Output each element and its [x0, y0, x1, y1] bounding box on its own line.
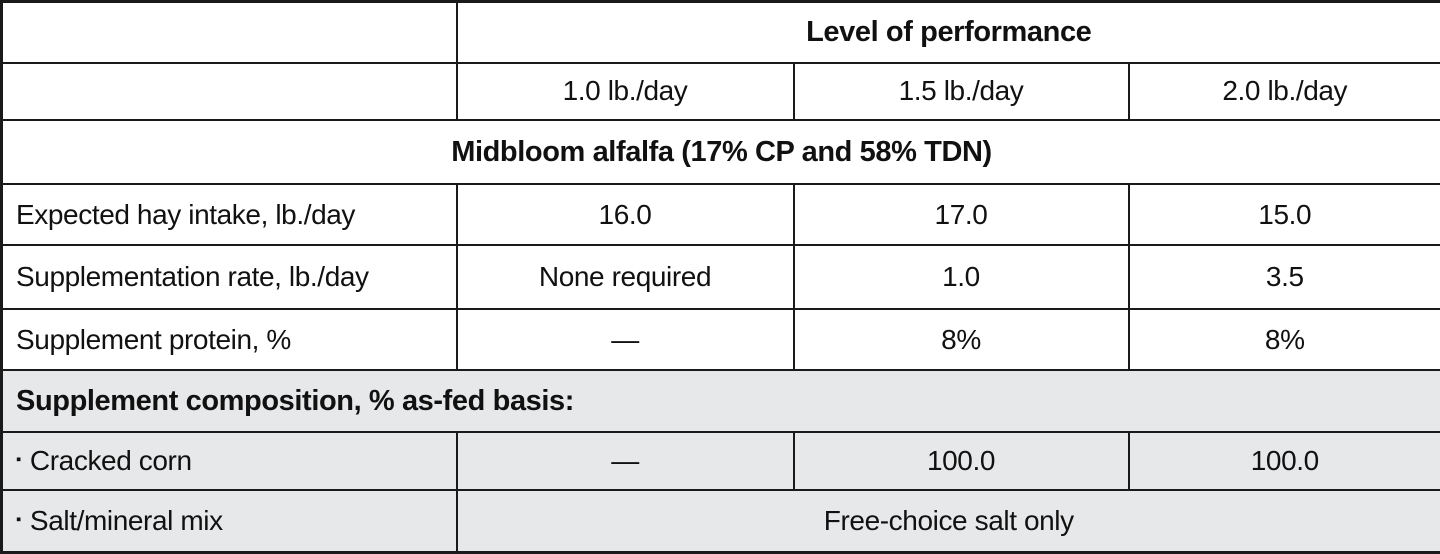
row-label-text: Salt/mineral mix	[29, 505, 223, 537]
row-label: Supplementation rate, lb./day	[0, 243, 458, 311]
row-label: Supplement protein, %	[0, 308, 458, 372]
square-bullet-icon: ▪	[16, 450, 21, 468]
corner-empty-cell-2	[0, 61, 458, 122]
table-row-column-headers: 1.0 lb./day 1.5 lb./day 2.0 lb./day	[0, 61, 1440, 122]
square-bullet-icon: ▪	[16, 511, 21, 529]
composition-header-cell: Supplement composition, % as-fed basis:	[0, 369, 1440, 433]
column-header-3: 2.0 lb./day	[1127, 61, 1440, 122]
column-header-1: 1.0 lb./day	[455, 61, 795, 122]
section-title-cell: Midbloom alfalfa (17% CP and 58% TDN)	[0, 119, 1440, 186]
cell-value: —	[455, 308, 795, 372]
cell-value: 1.0	[792, 243, 1130, 311]
table-row-section-title: Midbloom alfalfa (17% CP and 58% TDN)	[0, 119, 1440, 186]
cell-value: —	[455, 430, 795, 492]
cell-value: 100.0	[1127, 430, 1440, 492]
table-row-cracked-corn: ▪ Cracked corn — 100.0 100.0	[0, 430, 1440, 492]
cell-value: 100.0	[792, 430, 1130, 492]
cell-value: 8%	[792, 308, 1130, 372]
table-row-group-header: Level of performance	[0, 0, 1440, 64]
cell-value: 8%	[1127, 308, 1440, 372]
table-row-supplement-protein: Supplement protein, % — 8% 8%	[0, 308, 1440, 372]
cell-value: None required	[455, 243, 795, 311]
cell-value: 16.0	[455, 183, 795, 246]
row-label: ▪ Cracked corn	[0, 430, 458, 492]
row-label-text: Cracked corn	[29, 444, 192, 476]
row-label: ▪ Salt/mineral mix	[0, 489, 458, 554]
merged-value-cell: Free-choice salt only	[455, 489, 1440, 554]
group-header-cell: Level of performance	[455, 0, 1440, 64]
corner-empty-cell	[0, 0, 458, 64]
cell-value: 3.5	[1127, 243, 1440, 311]
cell-value: 15.0	[1127, 183, 1440, 246]
cell-value: 17.0	[792, 183, 1130, 246]
row-label: Expected hay intake, lb./day	[0, 183, 458, 246]
table-row-salt-mineral-mix: ▪ Salt/mineral mix Free-choice salt only	[0, 489, 1440, 554]
table-row-composition-header: Supplement composition, % as-fed basis:	[0, 369, 1440, 433]
table-row-supplementation-rate: Supplementation rate, lb./day None requi…	[0, 243, 1440, 311]
column-header-2: 1.5 lb./day	[792, 61, 1130, 122]
table-row-hay-intake: Expected hay intake, lb./day 16.0 17.0 1…	[0, 183, 1440, 246]
